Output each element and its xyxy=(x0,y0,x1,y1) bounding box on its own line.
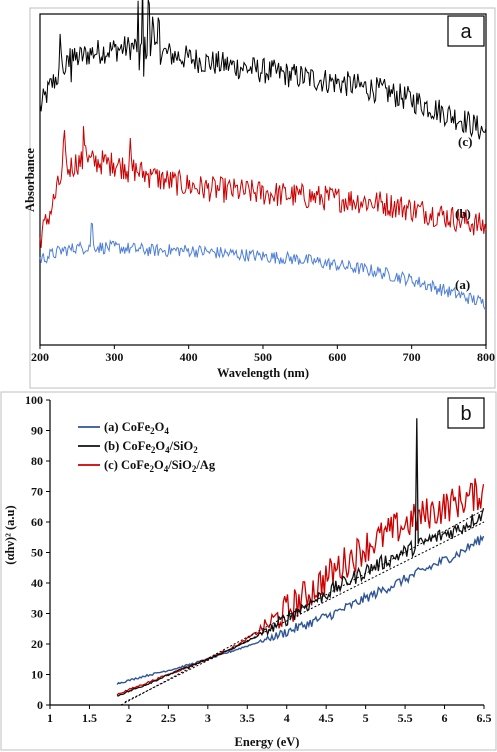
legend-entry-c: (c) CoFe2O4/SiO2/Ag xyxy=(104,458,216,474)
panel-b-legend: (a) CoFe2O4 (b) CoFe2O4/SiO2 (c) CoFe2O4/S… xyxy=(78,420,216,474)
panel-b-y-ticks: 0 10 20 30 40 50 60 70 80 90 100 xyxy=(25,393,50,712)
curve-label-b: (b) xyxy=(455,206,471,221)
y-tick-label: 90 xyxy=(31,424,43,438)
x-tick-label: 700 xyxy=(403,350,421,364)
y-tick-label: 10 xyxy=(31,668,43,682)
x-tick-label: 400 xyxy=(180,350,198,364)
panel-b-fit-lines xyxy=(120,509,485,706)
legend-entry-a: (a) CoFe2O4 xyxy=(104,420,169,436)
y-tick-label: 30 xyxy=(31,607,43,621)
panel-b-x-axis-label: Energy (eV) xyxy=(235,735,300,749)
panel-b-chart: 1 1.5 2 2.5 3 3.5 4 4.5 5 5.5 6 6.5 0 10 20 30 40 50 60 70… xyxy=(0,391,497,751)
curve-label-a: (a) xyxy=(455,277,470,292)
x-tick-label: 4.5 xyxy=(319,711,334,725)
x-tick-label: 6 xyxy=(442,711,448,725)
x-tick-label: 5.5 xyxy=(398,711,413,725)
y-tick-label: 80 xyxy=(31,454,43,468)
y-tick-label: 0 xyxy=(37,698,43,712)
y-tick-label: 40 xyxy=(31,576,43,590)
x-tick-label: 1.5 xyxy=(82,711,97,725)
panel-a-letter: a xyxy=(460,21,472,43)
panel-b-letter: b xyxy=(460,403,471,425)
x-tick-label: 4 xyxy=(284,711,290,725)
panel-a-chart: 200 300 400 500 600 700 800 Wavelength (nm) Ab… xyxy=(23,0,496,389)
series-line-a xyxy=(116,534,485,685)
x-tick-label: 300 xyxy=(105,350,123,364)
y-tick-label: 20 xyxy=(31,637,43,651)
y-tick-label: 70 xyxy=(31,485,43,499)
panel-a-letter-box xyxy=(447,15,485,47)
x-tick-label: 1 xyxy=(47,711,53,725)
tauc-fit-line xyxy=(124,521,485,703)
y-tick-label: 100 xyxy=(25,393,43,407)
panel-b-outer-frame xyxy=(0,391,497,751)
panel-a-y-axis-label: Absorbance xyxy=(23,148,37,212)
series-line-b xyxy=(116,418,485,697)
y-tick-label: 50 xyxy=(31,546,43,560)
x-tick-label: 5 xyxy=(363,711,369,725)
x-tick-label: 500 xyxy=(254,350,272,364)
panel-b-letter-box xyxy=(447,397,485,429)
panel-a-x-ticks: 200 300 400 500 600 700 800 xyxy=(31,345,495,364)
panel-b-series-group xyxy=(116,418,485,697)
legend-entry-b: (b) CoFe2O4/SiO2 xyxy=(104,439,198,455)
x-tick-label: 3.5 xyxy=(240,711,255,725)
panel-b-x-ticks: 1 1.5 2 2.5 3 3.5 4 4.5 5 5.5 6 6.5 xyxy=(47,705,492,725)
x-tick-label: 600 xyxy=(328,350,346,364)
panel-a-series-group xyxy=(39,0,487,310)
x-tick-label: 2 xyxy=(126,711,132,725)
series-line-c xyxy=(116,478,485,696)
series-line-c xyxy=(39,0,487,140)
x-tick-label: 200 xyxy=(31,350,49,364)
x-tick-label: 6.5 xyxy=(477,711,492,725)
series-line-b xyxy=(39,126,487,248)
panel-a-outer-frame xyxy=(29,7,496,389)
x-tick-label: 3 xyxy=(205,711,211,725)
tauc-fit-line xyxy=(120,509,485,706)
y-tick-label: 60 xyxy=(31,515,43,529)
curve-label-c: (c) xyxy=(458,134,472,149)
series-line-a xyxy=(39,222,487,310)
panel-a-x-axis-label: Wavelength (nm) xyxy=(217,366,309,380)
panel-b-y-axis-label: (αhν)² (a.u) xyxy=(3,505,17,564)
x-tick-label: 2.5 xyxy=(161,711,176,725)
x-tick-label: 800 xyxy=(477,350,495,364)
